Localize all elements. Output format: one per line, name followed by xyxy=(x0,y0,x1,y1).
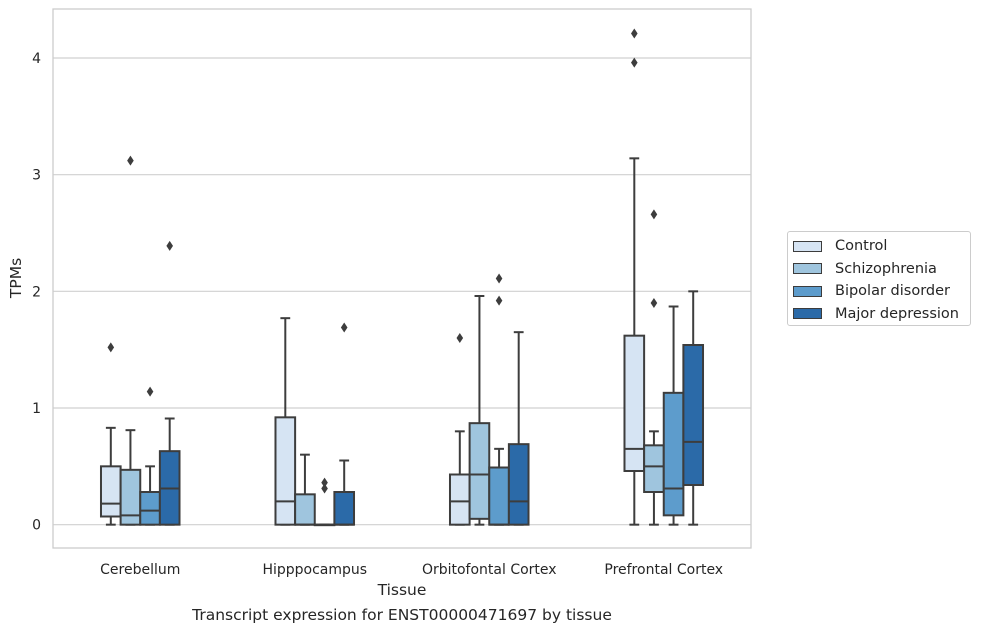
legend: Control Schizophrenia Bipolar disorder Majo… xyxy=(787,231,971,326)
x-tick-label: Hipppocampus xyxy=(262,562,367,578)
box-control xyxy=(274,317,297,526)
legend-item: Control xyxy=(793,235,970,258)
legend-swatch xyxy=(793,240,822,252)
box-control xyxy=(623,28,646,526)
outlier-point xyxy=(321,477,328,488)
iqr-box xyxy=(294,493,316,526)
iqr-box xyxy=(119,468,142,526)
iqr-box xyxy=(139,491,161,526)
outlier-point xyxy=(631,28,638,39)
iqr-box xyxy=(274,416,297,526)
legend-item: Major depression xyxy=(793,303,970,326)
outlier-point xyxy=(107,342,115,353)
iqr-box xyxy=(448,473,471,526)
y-tick-labels: 0 1 2 3 4 xyxy=(32,51,41,534)
x-axis-label: Tissue xyxy=(377,581,427,599)
y-axis-label: TPMs xyxy=(7,258,25,299)
iqr-box xyxy=(623,334,646,472)
legend-label: Major depression xyxy=(835,305,959,322)
box-bipolar-disorder xyxy=(313,477,336,527)
x-tick-label: Cerebellum xyxy=(100,562,180,578)
box-control xyxy=(448,333,471,526)
box-schizophrenia xyxy=(643,209,665,526)
y-tick-label: 3 xyxy=(32,168,41,184)
outlier-point xyxy=(650,209,658,220)
y-tick-label: 1 xyxy=(32,401,41,417)
legend-swatch xyxy=(793,285,822,297)
iqr-box xyxy=(507,443,530,526)
iqr-box xyxy=(333,491,356,526)
outlier-point xyxy=(146,386,154,397)
box-major-depression xyxy=(333,322,356,526)
box-schizophrenia xyxy=(468,295,491,526)
iqr-box xyxy=(662,391,685,517)
outlier-point xyxy=(321,483,328,494)
legend-swatch xyxy=(793,263,822,275)
box-groups xyxy=(99,28,705,527)
outlier-point xyxy=(166,240,173,251)
legend-label: Control xyxy=(835,238,888,255)
x-tick-labels: Cerebellum Hipppocampus Orbitofontal Corte… xyxy=(100,562,723,578)
iqr-box xyxy=(488,466,510,526)
box-schizophrenia xyxy=(119,155,142,526)
x-tick-label: Prefrontal Cortex xyxy=(604,562,723,578)
box-major-depression xyxy=(682,290,705,526)
outlier-point xyxy=(631,57,638,68)
iqr-box xyxy=(468,422,491,520)
iqr-box xyxy=(643,444,665,494)
box-control xyxy=(99,342,122,526)
iqr-box xyxy=(99,465,122,518)
outlier-point xyxy=(495,295,503,306)
x-tick-label: Orbitofontal Cortex xyxy=(422,562,557,578)
chart-caption: Transcript expression for ENST0000047169… xyxy=(192,606,612,624)
legend-item: Schizophrenia xyxy=(793,258,970,281)
y-tick-label: 0 xyxy=(32,518,41,534)
y-tick-label: 4 xyxy=(32,51,41,67)
legend-label: Schizophrenia xyxy=(835,260,937,277)
legend-item: Bipolar disorder xyxy=(793,280,970,303)
box-major-depression xyxy=(158,240,181,526)
box-major-depression xyxy=(507,331,530,526)
box-schizophrenia xyxy=(294,453,316,526)
outlier-point xyxy=(650,298,658,308)
outlier-point xyxy=(495,273,503,284)
legend-swatch xyxy=(793,308,822,320)
outlier-point xyxy=(127,155,134,166)
outlier-point xyxy=(340,322,348,333)
legend-label: Bipolar disorder xyxy=(835,283,950,300)
iqr-box xyxy=(682,344,705,486)
plot-frame xyxy=(52,8,752,549)
y-tick-label: 2 xyxy=(32,284,41,300)
outlier-point xyxy=(456,333,464,343)
